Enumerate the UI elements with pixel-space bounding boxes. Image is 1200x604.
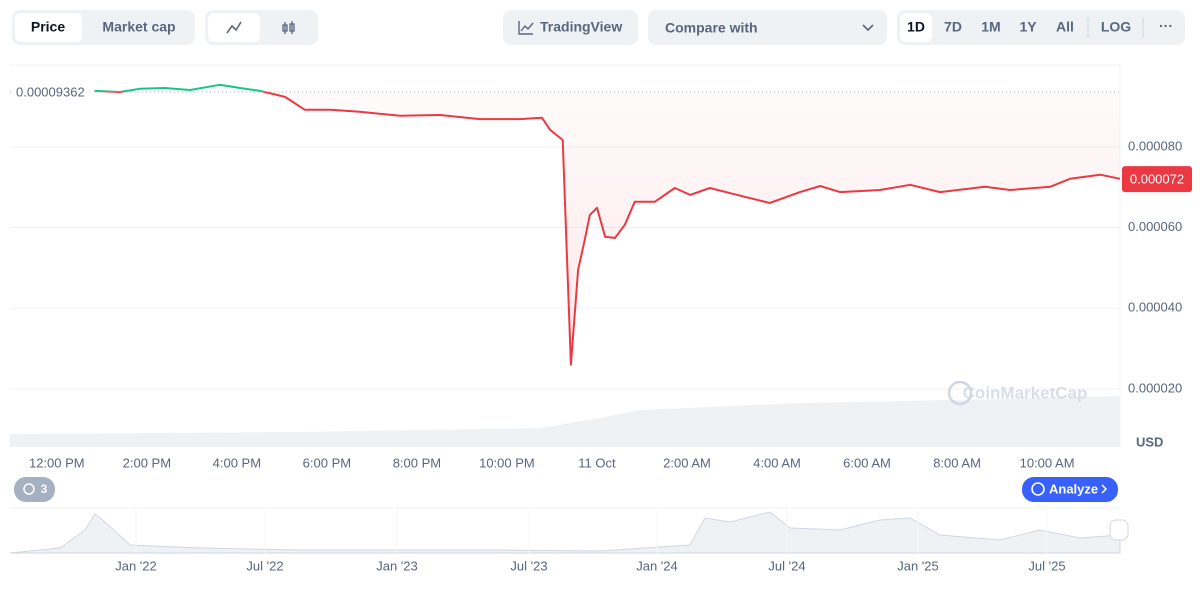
area-fill (94, 84, 1121, 365)
tradingview-label[interactable]: TradingView (540, 19, 622, 35)
navigator-labels: Jan '22 Jul '22 Jan '23 Jul '23 Jan '24 Jul '… (115, 508, 1066, 573)
range-button[interactable]: 1Y (1019, 19, 1037, 35)
tradingview-button[interactable] (503, 10, 638, 45)
history-icon (23, 483, 35, 495)
range-button[interactable]: 1M (981, 19, 1000, 35)
y-tick-label: 0.000060 (1128, 219, 1182, 234)
watermark: CoinMarketCap (963, 383, 1088, 402)
range-button[interactable]: 1D (907, 19, 925, 35)
tab[interactable]: Market cap (102, 19, 175, 35)
analyze-arrow (1101, 484, 1108, 494)
navigator-handle[interactable] (1109, 519, 1129, 541)
tab-active[interactable] (15, 13, 82, 42)
candle-icon[interactable] (282, 21, 295, 34)
navigator-label: Jul '25 (1028, 558, 1065, 573)
x-tick-label: 8:00 AM (933, 455, 981, 470)
x-tick-label: 10:00 AM (1020, 455, 1075, 470)
x-tick-label: 8:00 PM (393, 455, 441, 470)
currency-label: USD (1136, 434, 1163, 449)
more-button[interactable]: ··· (1159, 18, 1173, 34)
navigator-label: Jul '22 (246, 558, 283, 573)
y-tick-label: 0.000040 (1128, 300, 1182, 315)
x-tick-label: 4:00 AM (753, 455, 801, 470)
volume-area (10, 396, 1120, 447)
line-icon (226, 21, 242, 34)
x-tick-label: 11 Oct (578, 455, 616, 470)
navigator-area (9, 511, 1121, 554)
x-tick-label: 12:00 PM (29, 455, 85, 470)
range-group (897, 10, 1185, 45)
navigator-label: Jan '22 (115, 558, 157, 573)
navigator-label: Jan '24 (636, 558, 678, 573)
range-button[interactable]: LOG (1101, 19, 1131, 35)
analyze-icon (1031, 482, 1045, 496)
x-tick-label: 6:00 PM (303, 455, 351, 470)
reference-label: 0.00009362 (16, 84, 85, 99)
analyze-button[interactable] (1022, 477, 1118, 502)
watermark-logo (947, 380, 973, 406)
range-buttons: 1D 7D 1M 1Y All LOG (907, 19, 1131, 35)
x-tick-label: 10:00 PM (479, 455, 535, 470)
price-line (94, 83, 1121, 366)
compare-dropdown[interactable] (648, 10, 887, 45)
tradingview-icon (518, 21, 534, 35)
navigator-label: Jul '23 (510, 558, 547, 573)
range-active[interactable] (900, 13, 932, 42)
x-tick-label: 6:00 AM (843, 455, 891, 470)
dropdown-arrow (862, 24, 874, 32)
tab[interactable]: Price (31, 19, 65, 35)
y-tick-label: 0.000080 (1128, 138, 1182, 153)
range-button[interactable]: All (1056, 19, 1074, 35)
x-tick-label: 4:00 PM (213, 455, 261, 470)
last-price-bg (1122, 166, 1192, 193)
reference-label-bg (12, 82, 94, 101)
navigator-label: Jul '24 (768, 558, 805, 573)
x-tick-label: 2:00 PM (123, 455, 171, 470)
last-price-label: 0.000072 (1130, 172, 1184, 187)
analyze-label[interactable]: Analyze (1049, 481, 1098, 496)
range-button[interactable]: 7D (944, 19, 962, 35)
y-tick-label: 0.000020 (1128, 380, 1182, 395)
compare-label[interactable]: Compare with (665, 20, 758, 36)
navigator-label: Jan '23 (376, 558, 418, 573)
history-count[interactable]: 3 (41, 482, 48, 496)
x-tick-label: 2:00 AM (663, 455, 711, 470)
navigator-label: Jan '25 (897, 558, 939, 573)
